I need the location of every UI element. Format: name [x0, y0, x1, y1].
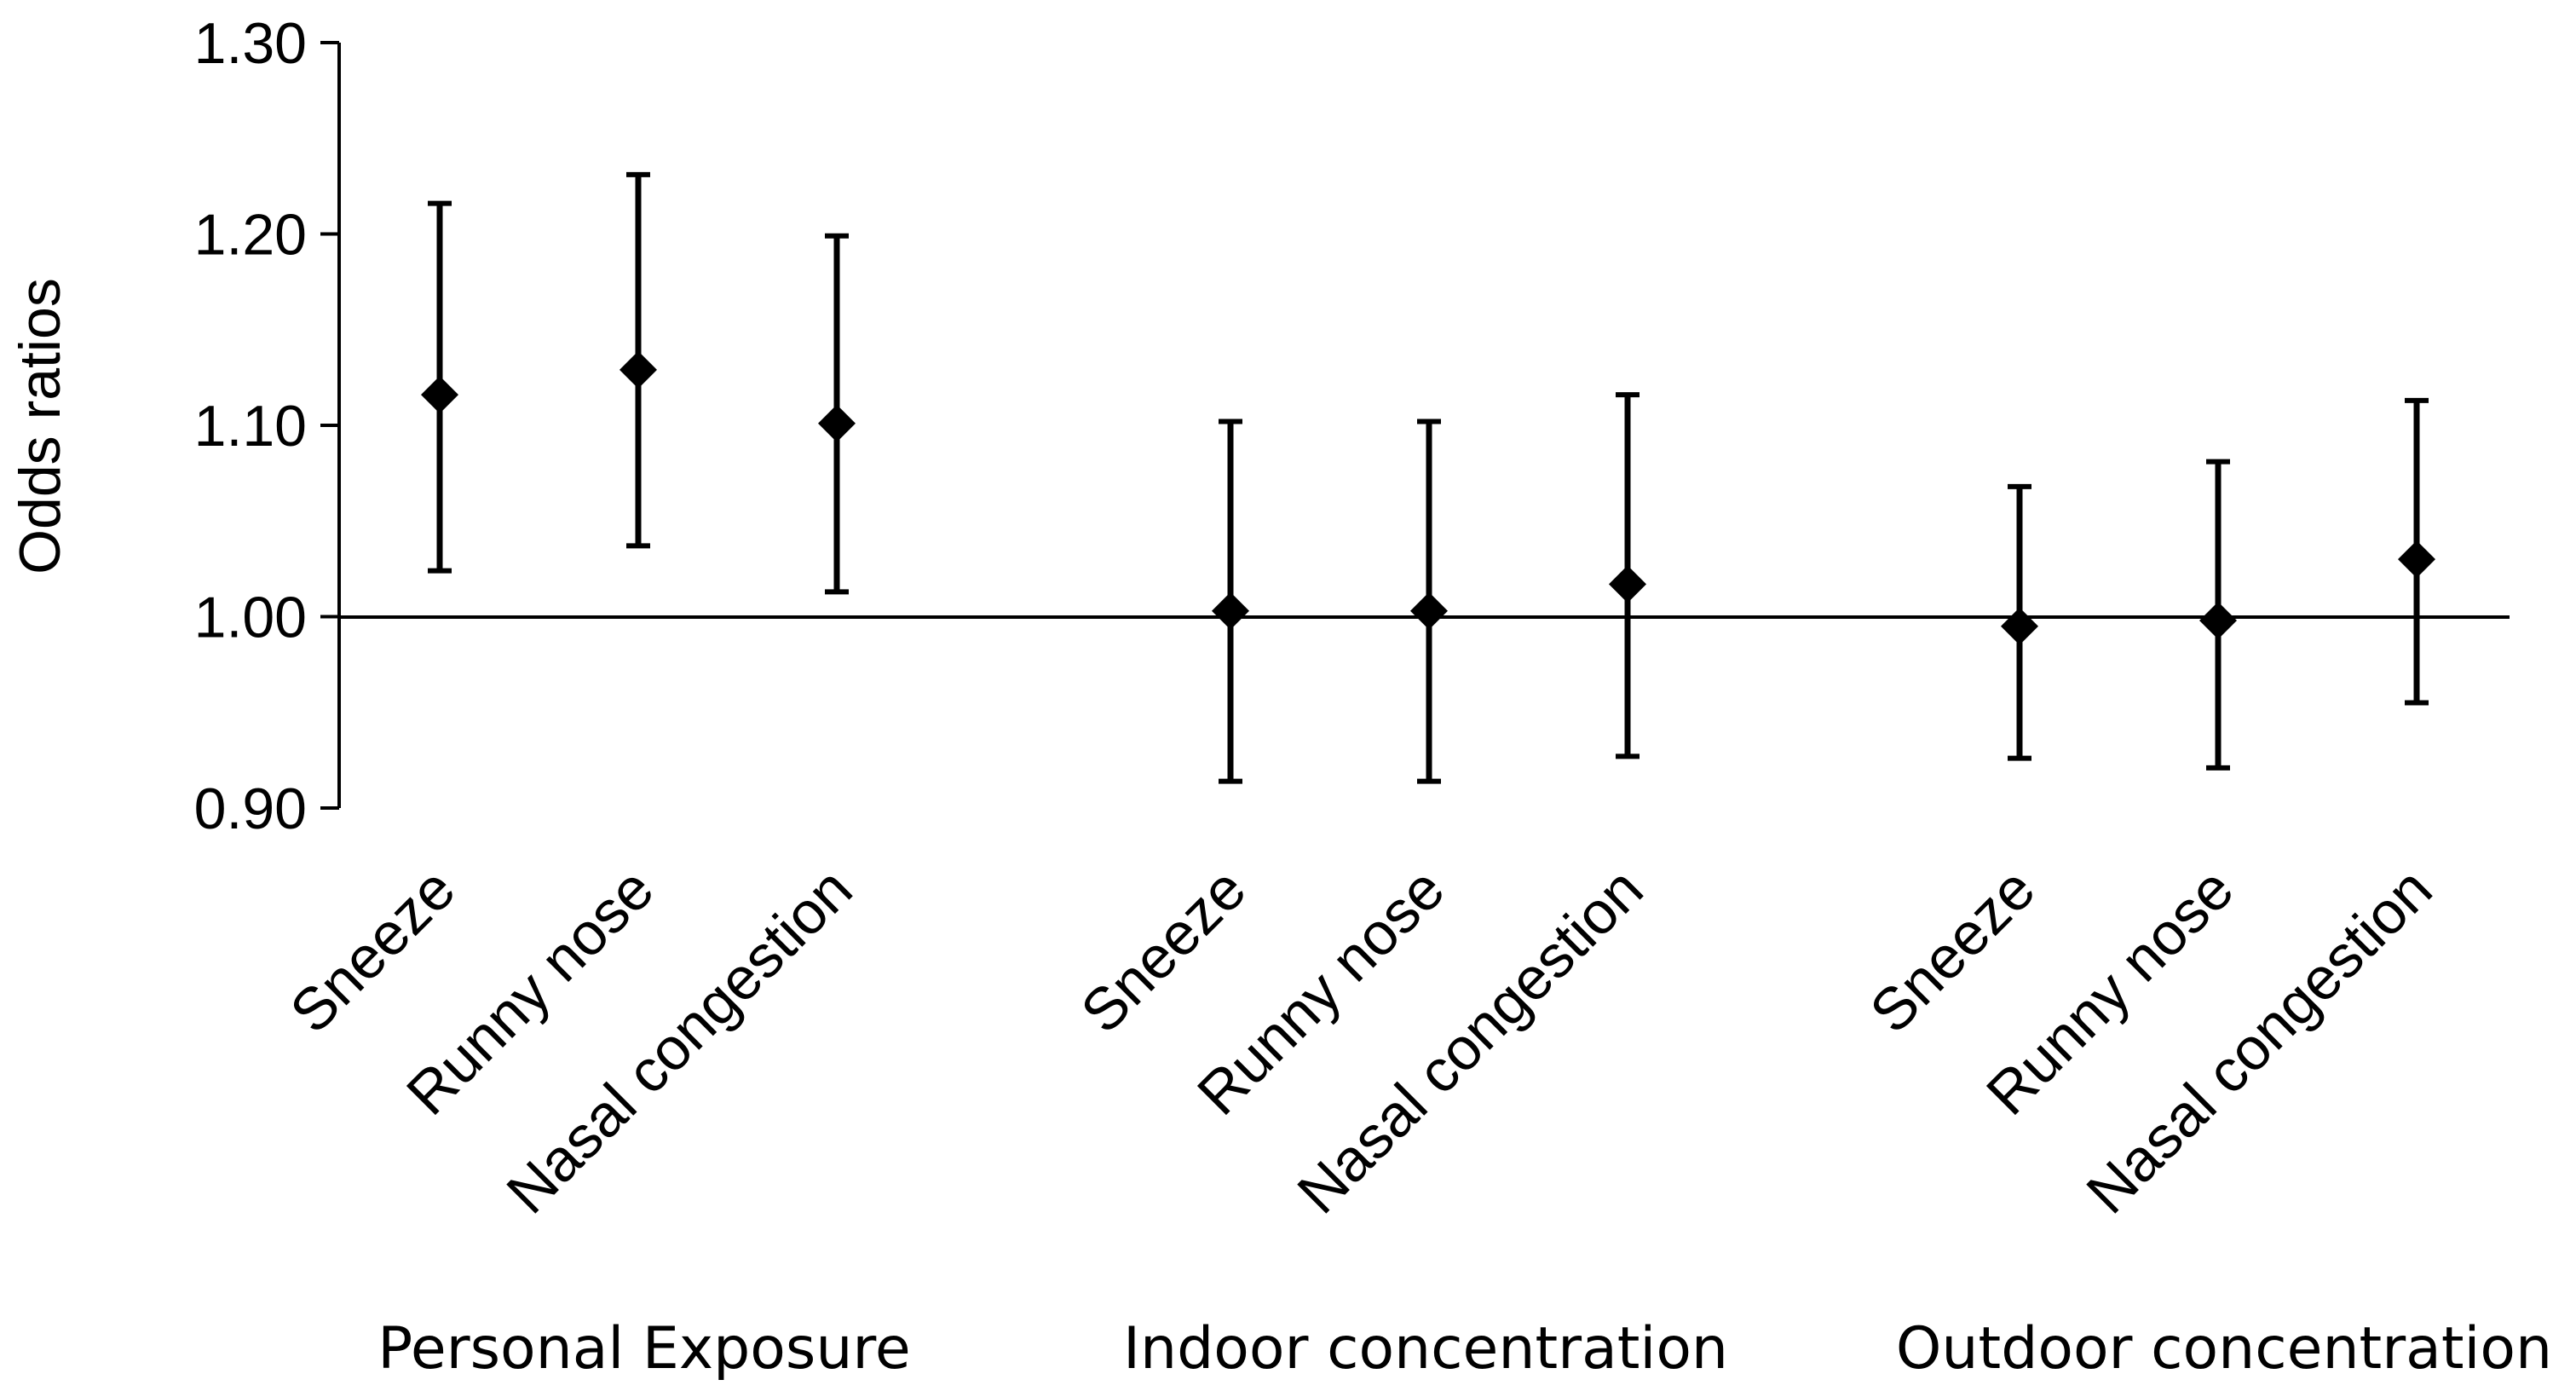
odds-ratio-marker [2001, 607, 2038, 645]
category-label: Sneeze [1069, 855, 1259, 1045]
category-label: Sneeze [278, 855, 468, 1045]
y-ticks: 0.90 1.00 1.10 1.20 1.30 [194, 11, 339, 841]
error-bars [421, 171, 2435, 784]
category-label: Nasal congestion [494, 855, 865, 1226]
odds-ratio-marker [1212, 592, 1249, 630]
category-label: Nasal congestion [1285, 855, 1656, 1226]
odds-ratio-marker [818, 404, 856, 442]
y-tick-label: 1.20 [194, 203, 307, 268]
odds-ratio-marker [2199, 601, 2237, 639]
y-tick-label: 1.00 [194, 586, 307, 650]
y-tick-label: 0.90 [194, 776, 307, 841]
category-label: Sneeze [1858, 855, 2048, 1045]
group-labels: Personal Exposure Indoor concentration Out… [377, 1315, 2552, 1383]
odds-ratio-marker [2398, 540, 2435, 579]
y-tick-label: 1.30 [194, 11, 307, 76]
group-label: Outdoor concentration [1896, 1315, 2552, 1383]
odds-ratio-marker [1609, 565, 1646, 603]
group-label: Indoor concentration [1123, 1315, 1728, 1383]
y-axis-title: Odds ratios [8, 278, 72, 574]
odds-ratio-marker [1410, 592, 1448, 630]
y-tick-label: 1.10 [194, 394, 307, 459]
group-label: Personal Exposure [377, 1315, 910, 1383]
odds-ratio-marker [421, 376, 458, 414]
category-label: Nasal congestion [2074, 855, 2445, 1226]
odds-ratio-marker [620, 350, 657, 389]
